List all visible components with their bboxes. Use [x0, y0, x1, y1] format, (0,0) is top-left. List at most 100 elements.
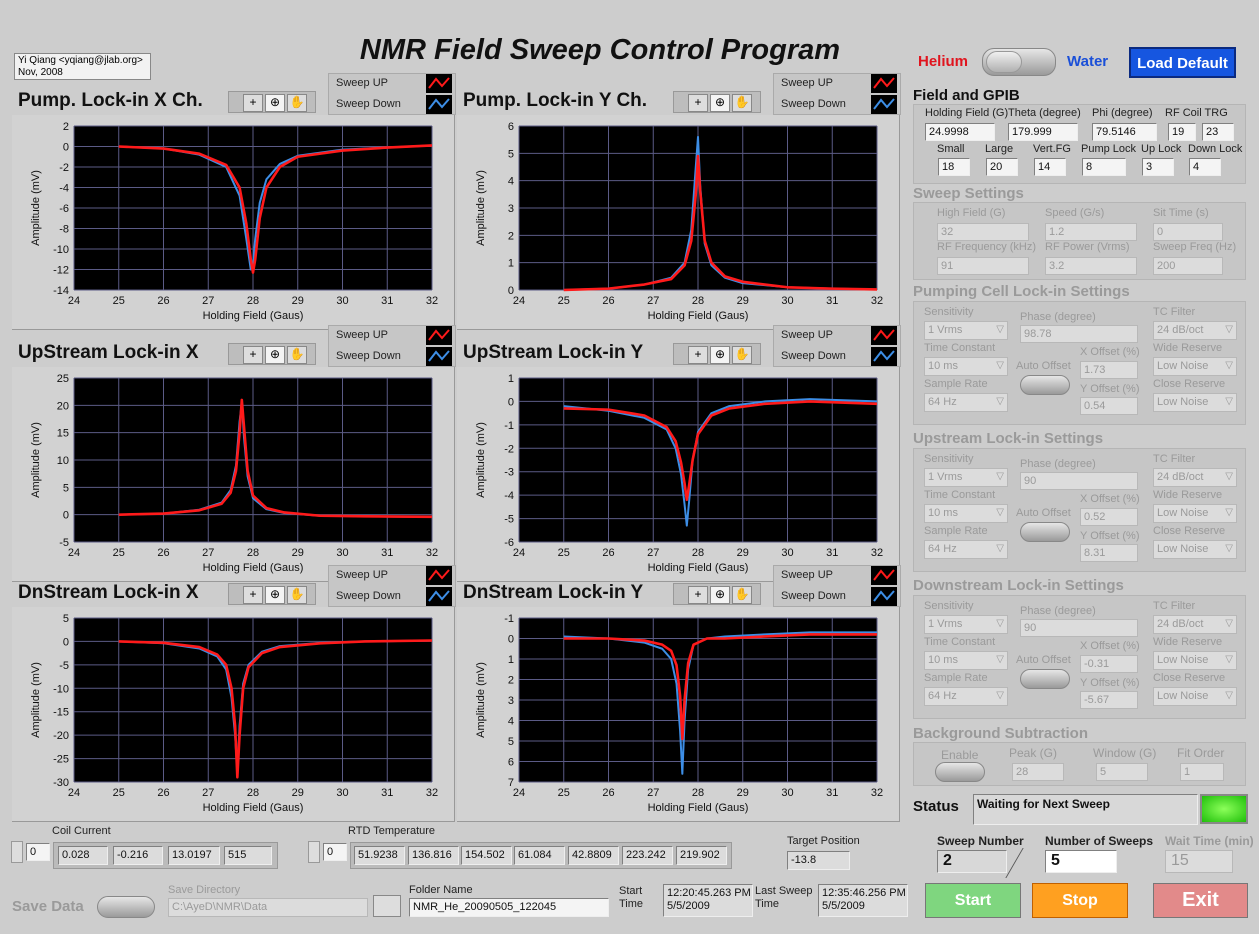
toggle-switch[interactable] [1020, 669, 1070, 689]
field[interactable]: 0 [26, 843, 50, 861]
field[interactable]: 19 [1168, 123, 1196, 141]
field[interactable]: 0 [323, 843, 347, 861]
field[interactable]: 219.902 [676, 846, 727, 865]
field[interactable]: 23 [1202, 123, 1234, 141]
tool-button[interactable]: ⊕ [265, 346, 285, 364]
tool-button[interactable]: ⊕ [710, 94, 730, 112]
field[interactable]: 0 [1153, 223, 1223, 241]
tool-button[interactable]: ✋ [732, 94, 752, 112]
tool-button[interactable]: ✋ [287, 586, 307, 604]
tool-button[interactable]: ⊕ [710, 346, 730, 364]
field[interactable]: 154.502 [461, 846, 512, 865]
field[interactable]: 42.8809 [568, 846, 619, 865]
field[interactable]: Low Noise ▽ [1153, 504, 1237, 523]
field[interactable]: 24 dB/oct ▽ [1153, 321, 1237, 340]
toggle-switch[interactable] [97, 896, 155, 918]
field[interactable]: 12:35:46.256 PM 5/5/2009 [818, 884, 908, 917]
field[interactable]: 15 [1165, 850, 1233, 873]
tool-button[interactable]: + [688, 94, 708, 112]
field[interactable]: 0.54 [1080, 397, 1138, 415]
field[interactable]: 8 [1082, 158, 1126, 176]
field[interactable]: Low Noise ▽ [1153, 651, 1237, 670]
field[interactable]: 12:20:45.263 PM 5/5/2009 [663, 884, 753, 917]
button[interactable]: Start [925, 883, 1021, 918]
tool-button[interactable]: ✋ [732, 586, 752, 604]
field[interactable]: 24 dB/oct ▽ [1153, 468, 1237, 487]
field[interactable]: 79.5146 [1092, 123, 1157, 141]
tool-button[interactable]: + [688, 586, 708, 604]
field[interactable]: 24 dB/oct ▽ [1153, 615, 1237, 634]
field[interactable]: 4 [1189, 158, 1221, 176]
toggle-switch[interactable] [935, 762, 985, 782]
tool-button[interactable]: + [243, 346, 263, 364]
field[interactable]: 3 [1142, 158, 1174, 176]
field[interactable]: Low Noise ▽ [1153, 357, 1237, 376]
field[interactable]: 3.2 [1045, 257, 1137, 275]
tool-button[interactable]: ✋ [287, 346, 307, 364]
field[interactable]: 223.242 [622, 846, 673, 865]
field[interactable]: 28 [1012, 763, 1064, 781]
field[interactable]: 14 [1034, 158, 1066, 176]
tool-button[interactable]: ⊕ [265, 94, 285, 112]
label: Close Reserve [1153, 672, 1226, 684]
field[interactable]: 5 [1096, 763, 1148, 781]
field[interactable]: 64 Hz ▽ [924, 540, 1008, 559]
field[interactable]: 515 [224, 846, 272, 865]
field[interactable]: -5.67 [1080, 691, 1138, 709]
toggle-switch[interactable] [1020, 522, 1070, 542]
tool-button[interactable]: ⊕ [710, 586, 730, 604]
field[interactable]: 61.084 [514, 846, 565, 865]
button[interactable]: Exit [1153, 883, 1248, 918]
field[interactable]: 1 [1180, 763, 1224, 781]
field[interactable]: 0.028 [58, 846, 108, 865]
field[interactable]: 91 [937, 257, 1029, 275]
field[interactable]: 98.78 [1020, 325, 1138, 343]
field[interactable]: 10 ms ▽ [924, 651, 1008, 670]
field[interactable]: 13.0197 [168, 846, 220, 865]
field[interactable]: 1.2 [1045, 223, 1137, 241]
folder-button[interactable] [373, 895, 401, 917]
field[interactable]: 20 [986, 158, 1018, 176]
field[interactable]: 90 [1020, 619, 1138, 637]
tool-button[interactable]: ✋ [732, 346, 752, 364]
button[interactable]: Load Default [1129, 47, 1236, 78]
spinner[interactable] [11, 841, 23, 863]
field[interactable]: -0.216 [113, 846, 163, 865]
field[interactable]: 10 ms ▽ [924, 357, 1008, 376]
field[interactable]: C:\AyeD\NMR\Data [168, 898, 368, 917]
field[interactable]: 1 Vrms ▽ [924, 468, 1008, 487]
field[interactable]: 51.9238 [354, 846, 405, 865]
field[interactable]: 64 Hz ▽ [924, 393, 1008, 412]
field[interactable]: 0.52 [1080, 508, 1138, 526]
field[interactable]: Low Noise ▽ [1153, 540, 1237, 559]
field[interactable]: 64 Hz ▽ [924, 687, 1008, 706]
field[interactable]: 24.9998 [925, 123, 995, 141]
field[interactable]: -0.31 [1080, 655, 1138, 673]
field[interactable]: 10 ms ▽ [924, 504, 1008, 523]
field[interactable]: NMR_He_20090505_122045 [409, 898, 609, 917]
field[interactable]: 18 [938, 158, 970, 176]
field[interactable]: 200 [1153, 257, 1223, 275]
tool-button[interactable]: + [243, 94, 263, 112]
field[interactable]: 1 Vrms ▽ [924, 321, 1008, 340]
field[interactable]: 1.73 [1080, 361, 1138, 379]
field[interactable]: 2 [937, 850, 1007, 873]
field[interactable]: 136.816 [408, 846, 459, 865]
field[interactable]: Low Noise ▽ [1153, 393, 1237, 412]
field[interactable]: 5 [1045, 850, 1117, 873]
field[interactable]: -13.8 [787, 851, 850, 870]
spinner[interactable] [308, 841, 320, 863]
tool-button[interactable]: + [243, 586, 263, 604]
tool-button[interactable]: + [688, 346, 708, 364]
tool-button[interactable]: ✋ [287, 94, 307, 112]
field[interactable]: Low Noise ▽ [1153, 687, 1237, 706]
field[interactable]: 179.999 [1008, 123, 1078, 141]
field[interactable]: Waiting for Next Sweep [973, 794, 1198, 825]
field[interactable]: 90 [1020, 472, 1138, 490]
field[interactable]: 8.31 [1080, 544, 1138, 562]
field[interactable]: 32 [937, 223, 1029, 241]
toggle-switch[interactable] [1020, 375, 1070, 395]
button[interactable]: Stop [1032, 883, 1128, 918]
field[interactable]: 1 Vrms ▽ [924, 615, 1008, 634]
tool-button[interactable]: ⊕ [265, 586, 285, 604]
